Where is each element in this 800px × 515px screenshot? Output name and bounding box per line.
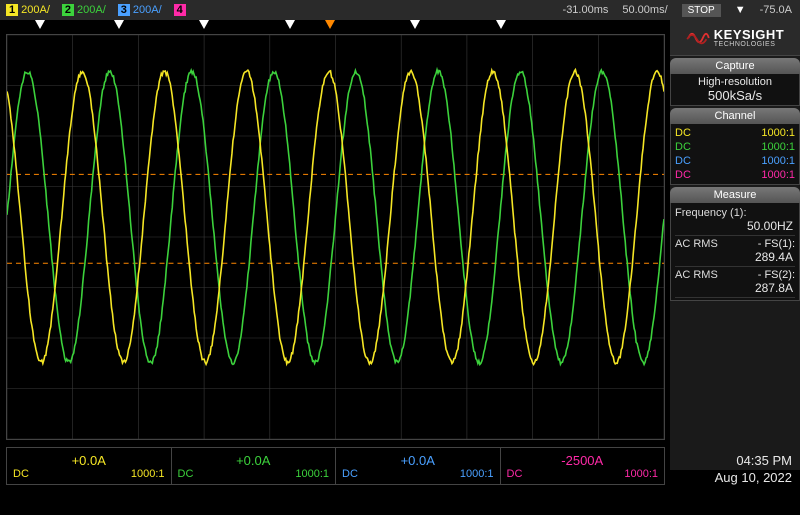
channel-row[interactable]: DC1000:1 xyxy=(675,140,795,154)
brand-name: KEYSIGHT xyxy=(714,28,784,41)
capture-mode: High-resolution xyxy=(675,76,795,88)
clock-date: Aug 10, 2022 xyxy=(715,470,792,487)
measure-row[interactable]: AC RMS- FS(2):287.8A xyxy=(675,267,795,298)
keysight-icon xyxy=(686,26,710,50)
trigger-marker xyxy=(325,20,335,29)
trigger-marker xyxy=(199,20,209,29)
run-state-badge[interactable]: STOP xyxy=(682,4,721,17)
top-channel-scale[interactable]: 1200A/ xyxy=(0,4,56,16)
trigger-marker xyxy=(496,20,506,29)
channel-row[interactable]: DC1000:1 xyxy=(675,168,795,182)
trigger-marker xyxy=(410,20,420,29)
time-per-div: 50.00ms/ xyxy=(622,4,667,16)
trigger-marker xyxy=(114,20,124,29)
top-channel-scale[interactable]: 2200A/ xyxy=(56,4,112,16)
top-channel-scale[interactable]: 4 xyxy=(168,4,195,16)
channel-header[interactable]: Channel xyxy=(670,108,800,124)
trigger-marker xyxy=(285,20,295,29)
right-panel: KEYSIGHT TECHNOLOGIES Capture High-resol… xyxy=(670,20,800,470)
datetime: 04:35 PM Aug 10, 2022 xyxy=(715,453,792,487)
measure-row[interactable]: AC RMS- FS(1):289.4A xyxy=(675,236,795,267)
trigger-edge-icon: ▼ xyxy=(735,4,746,16)
time-offset: -31.00ms xyxy=(563,4,609,16)
brand-sub: TECHNOLOGIES xyxy=(714,41,784,48)
bottom-channel-cell[interactable]: +0.0ADC1000:1 xyxy=(172,448,337,484)
channel-row[interactable]: DC1000:1 xyxy=(675,154,795,168)
channel-body: DC1000:1DC1000:1DC1000:1DC1000:1 xyxy=(670,124,800,185)
waveform-plot[interactable] xyxy=(6,34,665,440)
capture-body: High-resolution 500kSa/s xyxy=(670,74,800,106)
measure-header[interactable]: Measure xyxy=(670,187,800,203)
trigger-level: -75.0A xyxy=(760,4,792,16)
capture-header[interactable]: Capture xyxy=(670,58,800,74)
measure-row[interactable]: Frequency (1):50.00HZ xyxy=(675,205,795,236)
bottom-channel-cell[interactable]: -2500ADC1000:1 xyxy=(501,448,665,484)
brand-logo: KEYSIGHT TECHNOLOGIES xyxy=(670,20,800,56)
bottom-channel-cell[interactable]: +0.0ADC1000:1 xyxy=(336,448,501,484)
clock-time: 04:35 PM xyxy=(715,453,792,470)
top-channel-scale[interactable]: 3200A/ xyxy=(112,4,168,16)
top-status-bar: 1200A/2200A/3200A/4 -31.00ms 50.00ms/ ST… xyxy=(0,0,800,20)
bottom-channel-bar: +0.0ADC1000:1+0.0ADC1000:1+0.0ADC1000:1-… xyxy=(6,447,665,485)
top-channel-scales: 1200A/2200A/3200A/4 xyxy=(0,4,195,16)
capture-rate: 500kSa/s xyxy=(675,88,795,103)
trigger-marker xyxy=(35,20,45,29)
channel-row[interactable]: DC1000:1 xyxy=(675,126,795,140)
oscilloscope-screen: 1200A/2200A/3200A/4 -31.00ms 50.00ms/ ST… xyxy=(0,0,800,515)
measure-body: Frequency (1):50.00HZAC RMS- FS(1):289.4… xyxy=(670,203,800,301)
trigger-marker-row xyxy=(0,20,665,34)
bottom-channel-cell[interactable]: +0.0ADC1000:1 xyxy=(7,448,172,484)
